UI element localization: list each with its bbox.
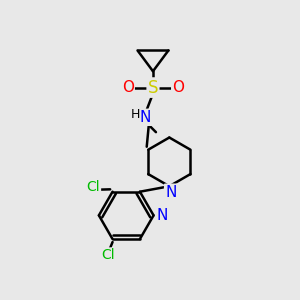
Text: Cl: Cl xyxy=(101,248,115,262)
Text: H: H xyxy=(130,108,140,122)
Text: O: O xyxy=(172,80,184,95)
Text: Cl: Cl xyxy=(86,180,100,194)
Text: N: N xyxy=(156,208,168,223)
Text: O: O xyxy=(122,80,134,95)
Text: N: N xyxy=(140,110,151,125)
Text: N: N xyxy=(165,185,176,200)
Text: S: S xyxy=(148,79,158,97)
